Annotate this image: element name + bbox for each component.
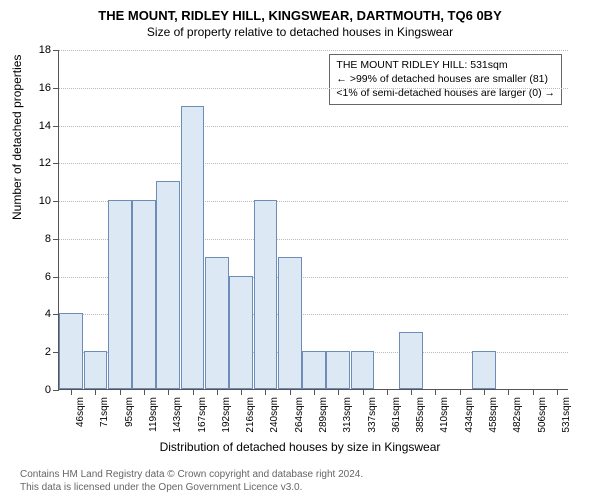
x-tick [557,389,558,395]
x-tick [71,389,72,395]
x-tick [460,389,461,395]
histogram-bar [254,200,278,389]
y-tick-label: 0 [45,384,51,396]
y-tick-label: 18 [39,44,51,56]
x-tick-label: 240sqm [269,397,280,433]
x-tick [338,389,339,395]
x-tick [484,389,485,395]
x-tick-label: 167sqm [197,397,208,433]
y-tick-label: 2 [45,346,51,358]
x-axis-label: Distribution of detached houses by size … [0,440,600,454]
histogram-bar [84,351,108,389]
x-tick-label: 95sqm [124,397,135,427]
x-tick-label: 264sqm [294,397,305,433]
x-tick-label: 313sqm [342,397,353,433]
x-tick-label: 385sqm [415,397,426,433]
y-tick-label: 10 [39,195,51,207]
x-tick-label: 458sqm [488,397,499,433]
x-tick [508,389,509,395]
footer-line-1: Contains HM Land Registry data © Crown c… [20,469,363,482]
histogram-bar [472,351,496,389]
y-tick-label: 14 [39,120,51,132]
histogram-bar [229,276,253,389]
footer-attribution: Contains HM Land Registry data © Crown c… [20,469,363,494]
y-tick [53,277,59,278]
histogram-bar [399,332,423,389]
histogram-bar [108,200,132,389]
histogram-bar [59,313,83,389]
x-tick [217,389,218,395]
x-tick [363,389,364,395]
x-tick-label: 289sqm [318,397,329,433]
histogram-bar [326,351,350,389]
x-tick-label: 71sqm [99,397,110,427]
footer-line-2: This data is licensed under the Open Gov… [20,482,363,495]
gridline [59,88,568,89]
x-tick-label: 192sqm [221,397,232,433]
x-tick [95,389,96,395]
x-tick-label: 119sqm [148,397,159,432]
x-tick-label: 46sqm [75,397,86,427]
y-tick [53,201,59,202]
legend-box: THE MOUNT RIDLEY HILL: 531sqm ← >99% of … [329,54,562,105]
x-tick [265,389,266,395]
histogram-bar [302,351,326,389]
x-tick [290,389,291,395]
gridline [59,163,568,164]
y-tick-label: 12 [39,157,51,169]
x-tick [435,389,436,395]
chart-container: THE MOUNT, RIDLEY HILL, KINGSWEAR, DARTM… [0,0,600,500]
x-tick [387,389,388,395]
x-tick-label: 216sqm [245,397,256,433]
y-tick-label: 6 [45,271,51,283]
y-tick [53,163,59,164]
x-tick [193,389,194,395]
y-tick [53,50,59,51]
x-tick-label: 410sqm [439,397,450,433]
y-tick [53,88,59,89]
x-tick-label: 482sqm [512,397,523,433]
y-tick-label: 4 [45,308,51,320]
y-tick-label: 8 [45,233,51,245]
y-axis-label: Number of detached properties [10,55,24,220]
x-tick [411,389,412,395]
x-tick [144,389,145,395]
histogram-bar [351,351,375,389]
chart-title: THE MOUNT, RIDLEY HILL, KINGSWEAR, DARTM… [0,0,600,23]
y-tick-label: 16 [39,82,51,94]
x-tick [314,389,315,395]
y-tick [53,239,59,240]
x-tick [120,389,121,395]
histogram-bar [278,257,302,389]
histogram-bar [205,257,229,389]
legend-line-1: THE MOUNT RIDLEY HILL: 531sqm [336,58,555,72]
histogram-bar [132,200,156,389]
histogram-bar [181,106,205,389]
y-tick [53,390,59,391]
histogram-bar [156,181,180,389]
x-tick-label: 434sqm [464,397,475,433]
x-tick-label: 531sqm [561,397,572,433]
y-tick [53,314,59,315]
x-tick-label: 506sqm [537,397,548,433]
x-tick-label: 337sqm [367,397,378,433]
x-tick [533,389,534,395]
legend-line-2: ← >99% of detached houses are smaller (8… [336,72,555,86]
x-tick [241,389,242,395]
y-tick [53,352,59,353]
chart-subtitle: Size of property relative to detached ho… [0,23,600,39]
gridline [59,126,568,127]
y-tick [53,126,59,127]
x-tick-label: 361sqm [391,397,402,433]
plot-area: THE MOUNT RIDLEY HILL: 531sqm ← >99% of … [58,50,568,390]
gridline [59,50,568,51]
x-tick-label: 143sqm [172,397,183,433]
x-tick [168,389,169,395]
